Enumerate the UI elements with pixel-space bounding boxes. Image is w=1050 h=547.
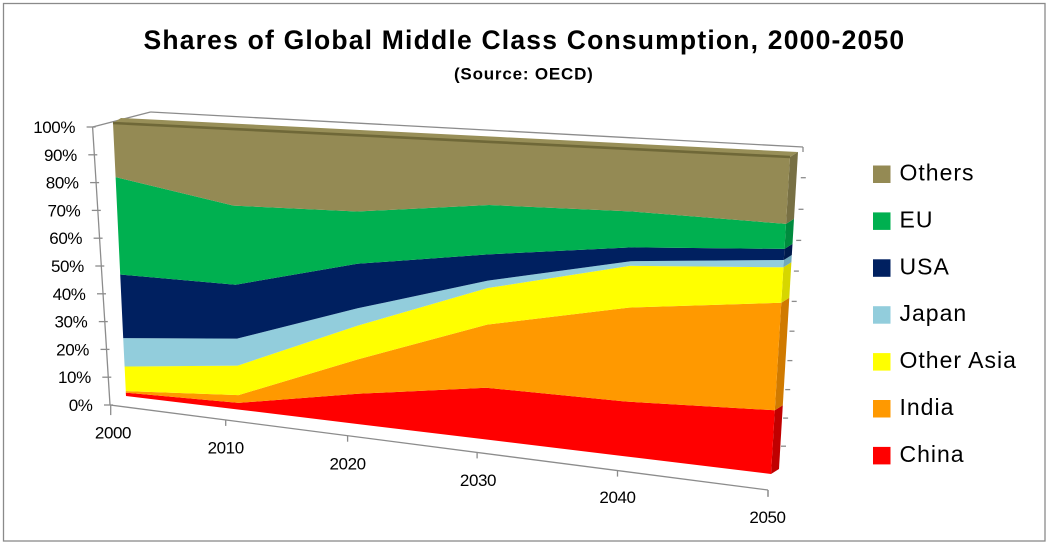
svg-text:100%: 100% <box>33 118 75 137</box>
svg-text:80%: 80% <box>46 174 79 193</box>
svg-text:30%: 30% <box>54 313 87 332</box>
svg-text:India: India <box>900 394 955 420</box>
svg-text:60%: 60% <box>49 229 82 248</box>
svg-text:EU: EU <box>900 206 934 232</box>
svg-text:2020: 2020 <box>329 454 365 473</box>
svg-text:2000: 2000 <box>95 424 131 443</box>
svg-text:70%: 70% <box>47 201 80 220</box>
svg-text:90%: 90% <box>44 146 77 165</box>
svg-text:20%: 20% <box>56 340 89 359</box>
svg-text:Others: Others <box>900 160 975 186</box>
svg-text:2040: 2040 <box>599 488 635 507</box>
svg-text:Shares of Global Middle Class: Shares of Global Middle Class Consumptio… <box>143 25 905 55</box>
svg-text:10%: 10% <box>58 368 91 387</box>
svg-text:0%: 0% <box>69 396 93 415</box>
svg-text:China: China <box>900 441 965 467</box>
svg-text:Other Asia: Other Asia <box>900 347 1017 373</box>
svg-text:2030: 2030 <box>460 471 496 490</box>
svg-text:(Source: OECD): (Source: OECD) <box>454 64 594 83</box>
svg-text:USA: USA <box>900 253 950 279</box>
svg-text:40%: 40% <box>53 285 86 304</box>
svg-text:2050: 2050 <box>749 508 785 527</box>
svg-text:Japan: Japan <box>900 300 968 326</box>
svg-text:50%: 50% <box>51 257 84 276</box>
svg-text:2010: 2010 <box>208 439 244 458</box>
